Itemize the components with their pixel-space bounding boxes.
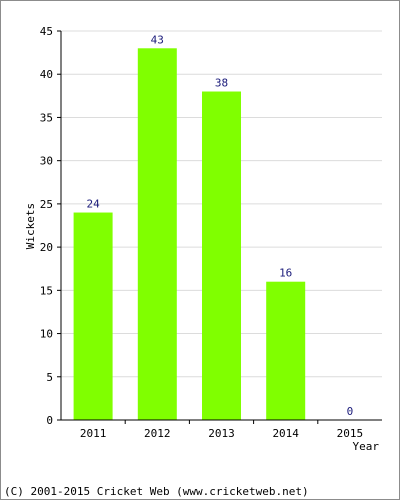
data-label: 24 [86, 198, 100, 211]
x-tick-label: 2014 [272, 427, 299, 440]
bar [202, 91, 241, 420]
y-tick-label: 30 [40, 155, 53, 168]
x-tick-label: 2012 [144, 427, 171, 440]
axes [57, 30, 382, 424]
y-tick-label: 5 [46, 371, 53, 384]
x-tick-label: 2015 [337, 427, 364, 440]
y-tick-label: 20 [40, 241, 53, 254]
data-label: 43 [151, 33, 164, 46]
bar [266, 281, 306, 420]
data-label: 16 [279, 267, 292, 280]
x-tick-labels: 2011 2012 2013 2014 2015 [80, 427, 363, 440]
x-tick-label: 2013 [208, 427, 235, 440]
data-label: 0 [347, 405, 354, 418]
y-tick-label: 25 [40, 198, 53, 211]
bar [73, 212, 113, 420]
y-tick-label: 15 [40, 284, 53, 297]
y-axis-label: Wickets [24, 203, 37, 249]
y-tick-label: 35 [40, 111, 53, 124]
data-label: 38 [215, 77, 228, 90]
y-tick-labels: 0 5 10 15 20 25 30 35 40 45 [40, 25, 53, 427]
y-tick-label: 40 [40, 68, 53, 81]
bar [137, 48, 177, 421]
x-axis-label: Year [353, 440, 380, 453]
y-tick-label: 10 [40, 328, 53, 341]
x-tick-label: 2011 [80, 427, 107, 440]
y-tick-label: 45 [40, 25, 53, 38]
copyright-footer: (C) 2001-2015 Cricket Web (www.cricketwe… [4, 485, 309, 498]
bars [73, 48, 306, 421]
y-tick-label: 0 [46, 414, 53, 427]
data-labels: 24 43 38 16 0 [86, 33, 353, 418]
